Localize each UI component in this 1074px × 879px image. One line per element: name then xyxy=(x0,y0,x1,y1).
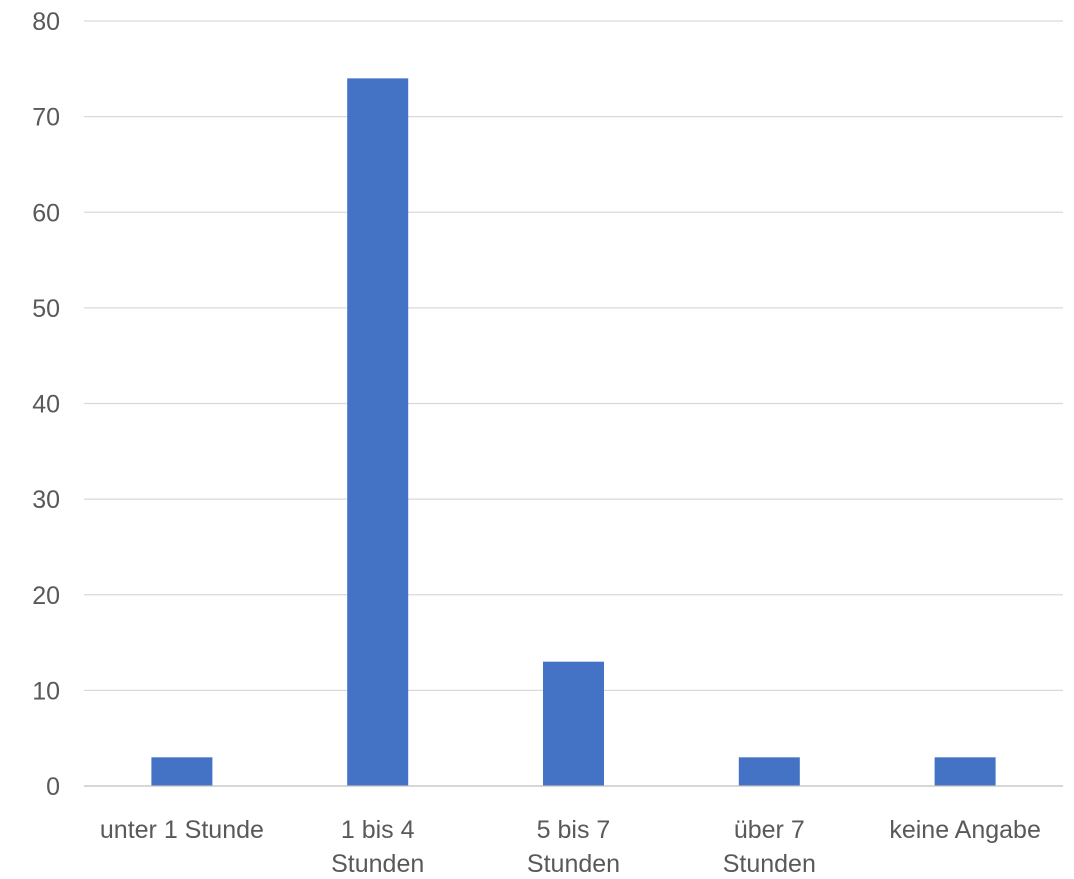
y-tick-label: 50 xyxy=(32,295,60,323)
x-tick-label: 5 bis 7 Stunden xyxy=(527,816,620,878)
y-tick-label: 40 xyxy=(32,391,60,419)
x-tick-label: 1 bis 4 Stunden xyxy=(331,816,424,878)
x-tick-label-line: über 7 xyxy=(734,816,805,844)
y-axis-tick-labels: 0 10 20 30 40 50 60 70 80 xyxy=(32,8,60,801)
x-tick-label-line: Stunden xyxy=(527,850,620,878)
y-tick-label: 70 xyxy=(32,104,60,132)
bar xyxy=(934,757,996,786)
gridlines xyxy=(84,20,1063,692)
bar xyxy=(543,661,604,786)
x-tick-label-line: unter 1 Stunde xyxy=(100,816,264,844)
x-tick-label-line: Stunden xyxy=(723,850,816,878)
y-tick-label: 80 xyxy=(32,8,60,36)
y-tick-label: 10 xyxy=(32,677,60,705)
x-axis-tick-labels: unter 1 Stunde 1 bis 4 Stunden 5 bis 7 Stund… xyxy=(100,816,1041,878)
bar xyxy=(151,757,213,786)
x-tick-label-line: Stunden xyxy=(331,850,424,878)
y-tick-label: 60 xyxy=(32,199,60,227)
x-tick-label: über 7 Stunden xyxy=(723,816,816,878)
x-tick-label-line: keine Angabe xyxy=(889,816,1041,844)
x-tick-label: keine Angabe xyxy=(889,816,1041,844)
bar xyxy=(347,78,409,786)
y-tick-label: 0 xyxy=(46,773,60,801)
bar xyxy=(738,757,800,786)
bars xyxy=(151,78,996,786)
y-tick-label: 20 xyxy=(32,582,60,610)
x-tick-label-line: 1 bis 4 xyxy=(341,816,415,844)
x-tick-label: unter 1 Stunde xyxy=(100,816,264,844)
y-tick-label: 30 xyxy=(32,486,60,514)
x-tick-label-line: 5 bis 7 xyxy=(537,816,611,844)
